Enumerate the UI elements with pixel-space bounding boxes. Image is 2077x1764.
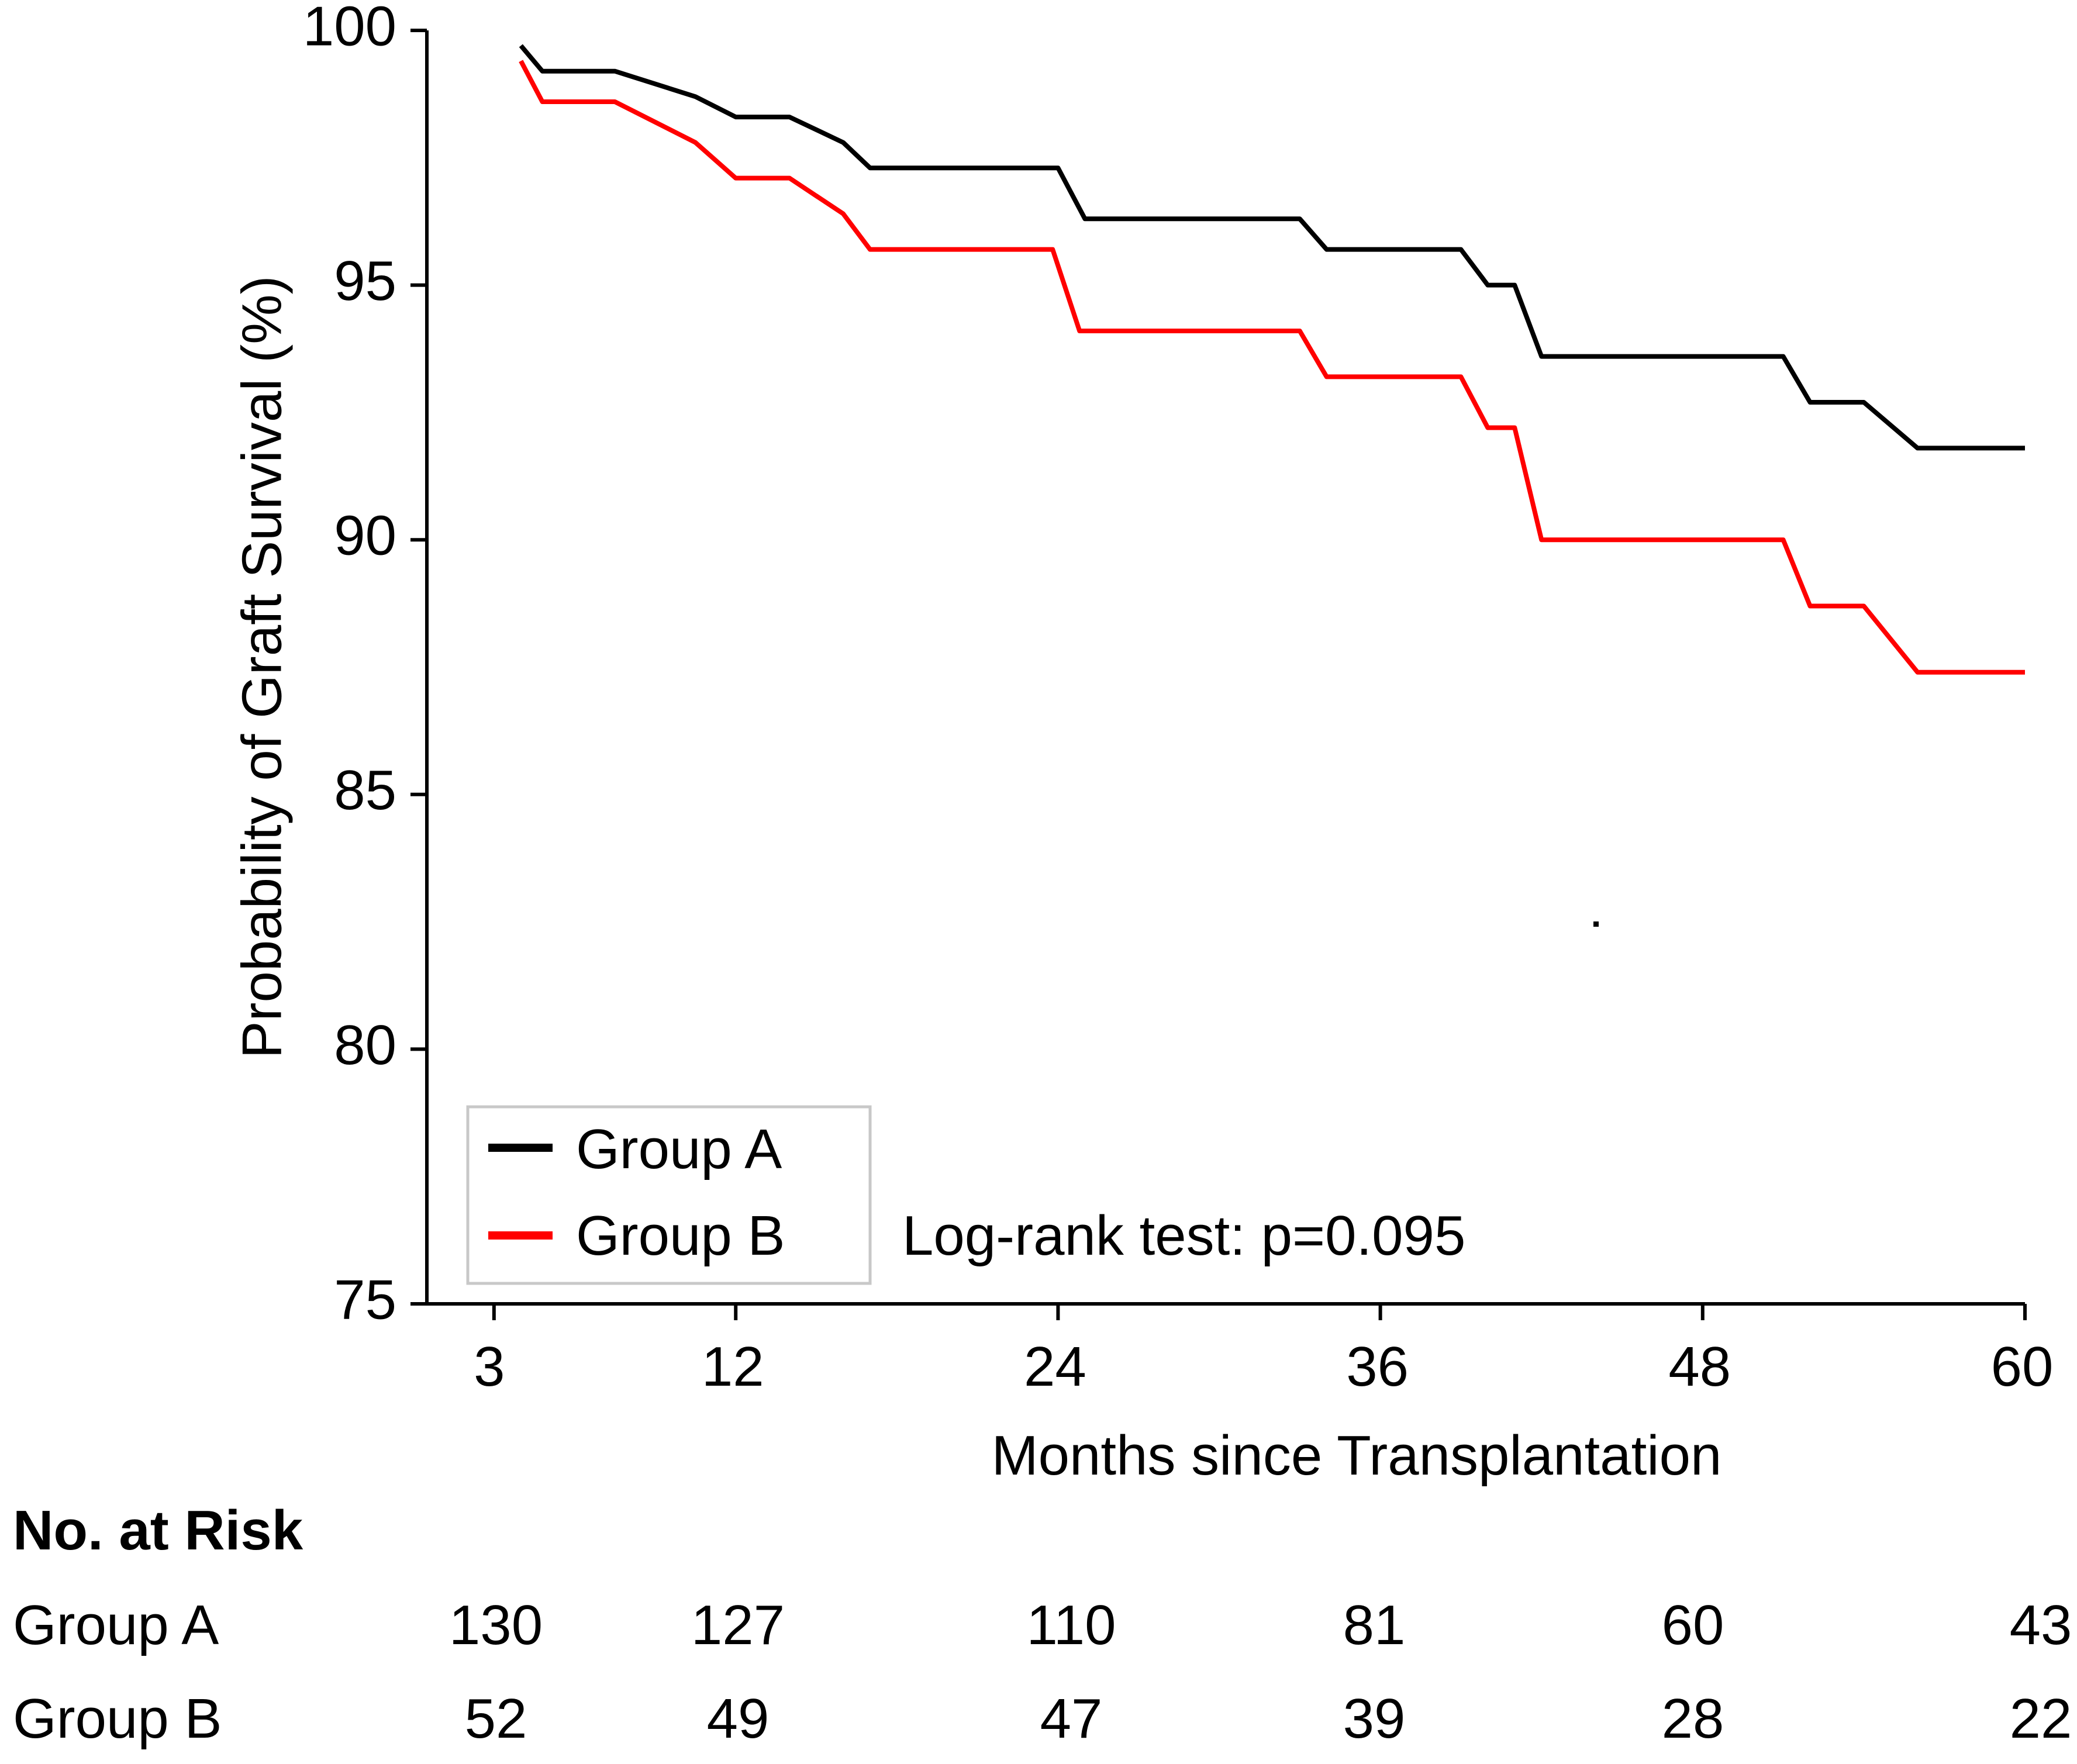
plot-area: 75 80 85 90 95 100 3 12 24 36 48 60 [303,0,2054,1398]
risk-value-group-b-12: 49 [707,1687,770,1750]
risk-value-group-a-24: 110 [1026,1594,1116,1656]
risk-value-group-b-60: 22 [2010,1687,2072,1750]
risk-value-group-a-48: 60 [1662,1594,1724,1656]
risk-value-group-a-60: 43 [2010,1594,2072,1656]
stray-dot [1593,921,1599,927]
x-tick-label-48: 48 [1668,1335,1731,1398]
curve-group-b [519,60,2025,675]
risk-row-label-group-a: Group A [13,1594,219,1656]
risk-value-group-b-36: 39 [1343,1687,1406,1750]
risk-table-title: No. at Risk [13,1499,303,1562]
risk-table: No. at Risk Group A Group B 130 127 110 81 6… [13,1499,2072,1750]
y-axis-title: Probability of Graft Survival (%) [230,275,293,1058]
risk-value-group-a-36: 81 [1343,1594,1406,1656]
y-tick-label-90: 90 [334,505,396,567]
x-tick-label-3: 3 [474,1335,505,1398]
x-ticks: 3 12 24 36 48 60 [474,1304,2053,1398]
legend: Group A Group B [466,1105,872,1285]
risk-value-group-b-3: 52 [465,1687,527,1750]
survival-curves [519,44,2025,675]
legend-label-group-a: Group A [576,1118,782,1180]
risk-value-group-a-12: 127 [691,1594,785,1656]
x-tick-label-12: 12 [702,1335,764,1398]
x-tick-label-36: 36 [1346,1335,1409,1398]
x-tick-label-24: 24 [1024,1335,1086,1398]
legend-box [466,1105,872,1285]
risk-value-group-a-3: 130 [449,1594,543,1656]
y-tick-label-75: 75 [334,1268,396,1331]
y-tick-label-80: 80 [334,1014,396,1076]
curve-group-a [519,44,2025,451]
y-ticks: 75 80 85 90 95 100 [303,0,427,1331]
y-tick-label-85: 85 [334,759,396,821]
y-tick-label-100: 100 [303,0,396,57]
y-tick-label-95: 95 [334,250,396,312]
x-axis-title: Months since Transplantation [992,1424,1722,1487]
risk-value-group-b-24: 47 [1040,1687,1103,1750]
risk-row-label-group-b: Group B [13,1687,222,1750]
risk-value-group-b-48: 28 [1662,1687,1724,1750]
legend-label-group-b: Group B [576,1204,785,1267]
risk-values: 130 127 110 81 60 43 52 49 47 39 28 22 [449,1594,2072,1750]
log-rank-annotation: Log-rank test: p=0.095 [902,1204,1465,1267]
x-tick-label-60: 60 [1991,1335,2054,1398]
